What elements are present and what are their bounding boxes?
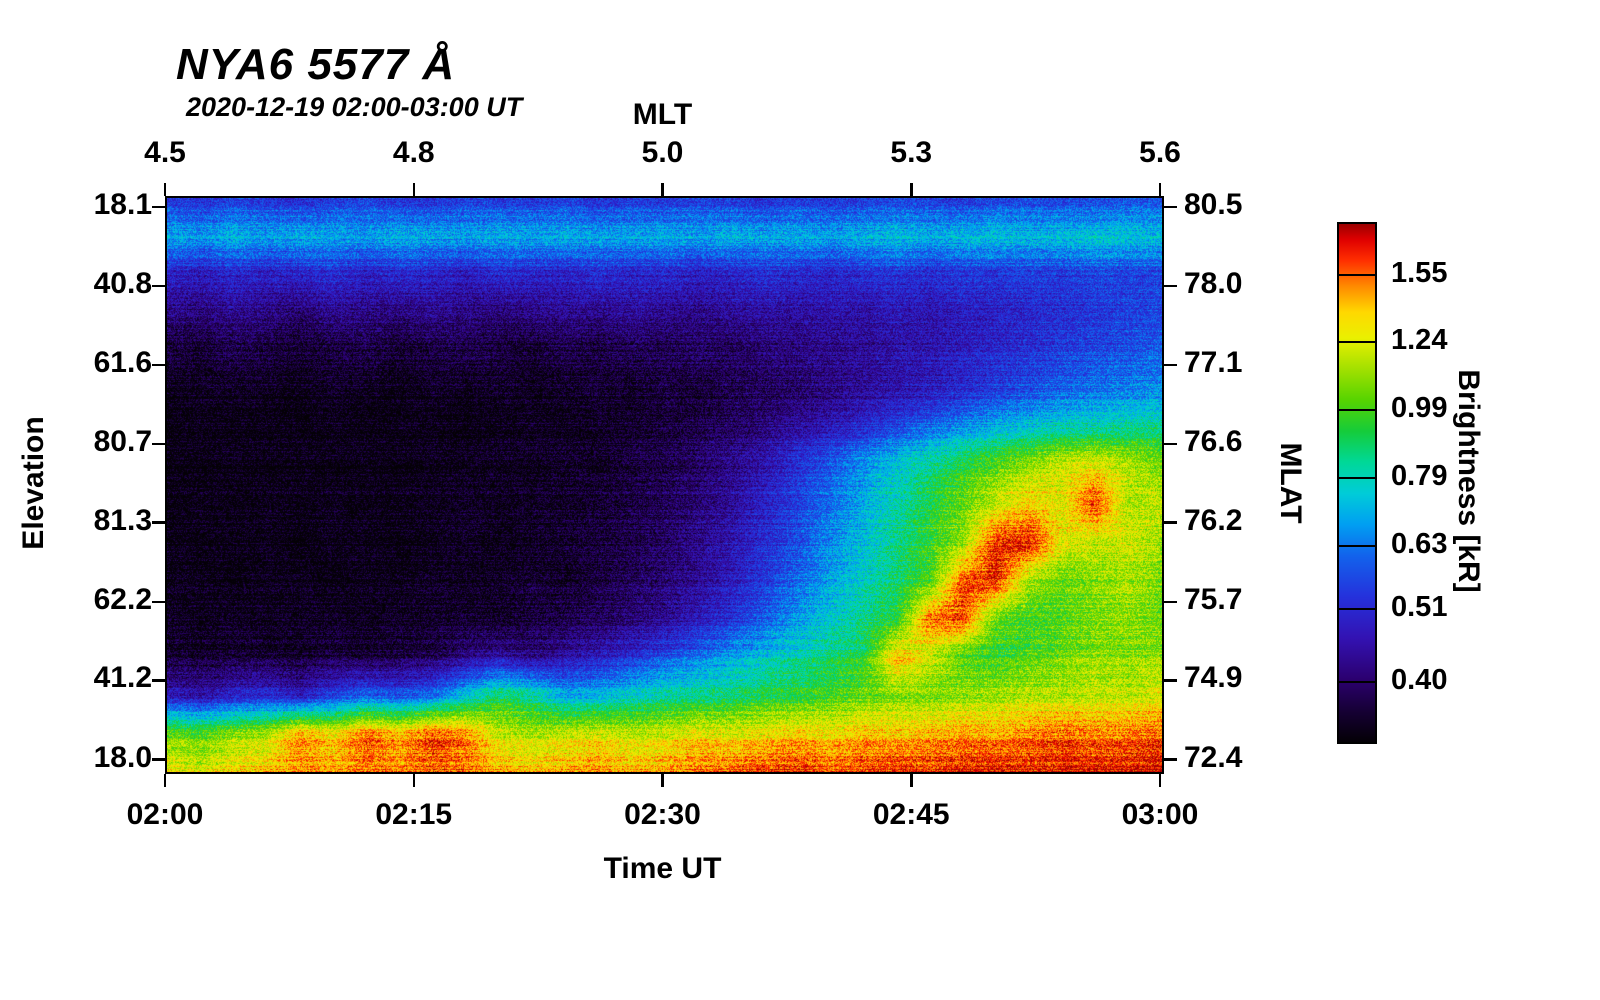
right-axis-tick [1164,758,1177,761]
mlat-tick-label: 80.5 [1184,187,1243,221]
colorbar-tick [1339,544,1375,547]
right-axis-tick [1164,205,1177,209]
colorbar [1337,222,1377,744]
left-axis-tick [152,363,165,366]
mlt-tick-label: 5.3 [890,136,933,169]
mlat-tick-label: 77.1 [1184,345,1243,379]
right-axis-tick [1164,521,1177,524]
colorbar-tick [1339,608,1375,611]
colorbar-tick [1339,476,1375,479]
mlat-tick-label: 74.9 [1184,661,1243,695]
colorbar-tick-label: 1.24 [1391,324,1448,357]
bottom-axis-tick [1158,774,1162,787]
time-tick-label: 02:30 [624,798,701,831]
colorbar-tick-label: 0.51 [1391,591,1448,624]
mlat-tick-label: 76.6 [1184,424,1243,458]
time-tick-label: 02:45 [872,798,950,831]
mlt-tick-label: 5.0 [641,136,684,169]
left-axis-tick [152,442,165,446]
bottom-axis-title: Time UT [603,852,722,885]
keogram-canvas [167,198,1162,772]
mlat-tick-label: 76.2 [1184,503,1243,537]
mlat-tick-label: 78.0 [1184,267,1243,301]
right-axis-tick [1164,363,1177,366]
colorbar-tick [1339,408,1375,411]
top-axis-tick [661,183,664,196]
mlat-tick-label: 72.4 [1184,740,1243,774]
right-axis-tick [1164,679,1177,682]
right-axis-tick [1164,600,1177,604]
colorbar-tick-label: 0.40 [1391,664,1448,697]
elevation-tick-label: 61.6 [93,345,152,379]
bottom-axis-tick [412,774,415,787]
colorbar-tick-label: 1.55 [1391,257,1448,290]
colorbar-tick [1339,274,1375,277]
right-axis-tick [1164,284,1177,288]
time-tick-label: 03:00 [1121,798,1199,831]
left-axis-tick [152,521,165,524]
colorbar-tick [1339,341,1375,344]
colorbar-tick-label: 0.79 [1391,459,1448,492]
left-axis-tick [152,679,165,682]
left-axis-tick [152,205,165,209]
bottom-axis-tick [163,774,167,787]
left-axis-tick [152,758,165,761]
colorbar-tick [1339,681,1375,684]
elevation-tick-label: 80.7 [93,424,152,458]
elevation-tick-label: 62.2 [93,582,152,616]
left-axis-tick [152,600,165,604]
elevation-tick-label: 41.2 [93,661,152,695]
top-axis-tick [910,183,913,196]
heatmap-plot-area [165,196,1164,774]
left-axis-tick [152,284,165,288]
bottom-axis-tick [910,774,913,787]
colorbar-tick-label: 0.99 [1391,391,1448,424]
mlt-tick-label: 4.5 [144,136,186,169]
elevation-tick-label: 81.3 [93,503,152,537]
top-axis-tick [1158,183,1162,196]
plot-subtitle: 2020-12-19 02:00-03:00 UT [186,92,523,122]
right-axis-tick [1164,442,1177,446]
plot-title: NYA6 5577 Å [176,40,456,89]
mlt-tick-label: 4.8 [392,136,435,169]
elevation-tick-label: 40.8 [93,267,152,301]
top-axis-tick [163,183,167,196]
mlt-tick-label: 5.6 [1139,136,1181,169]
colorbar-tick-label: 0.63 [1391,527,1448,560]
elevation-tick-label: 18.0 [93,740,152,774]
top-axis-tick [412,183,415,196]
time-tick-label: 02:15 [375,798,453,831]
top-axis-title: MLT [632,98,693,131]
elevation-tick-label: 18.1 [93,187,152,221]
mlat-tick-label: 75.7 [1184,582,1243,616]
bottom-axis-tick [661,774,664,787]
time-tick-label: 02:00 [126,798,204,831]
